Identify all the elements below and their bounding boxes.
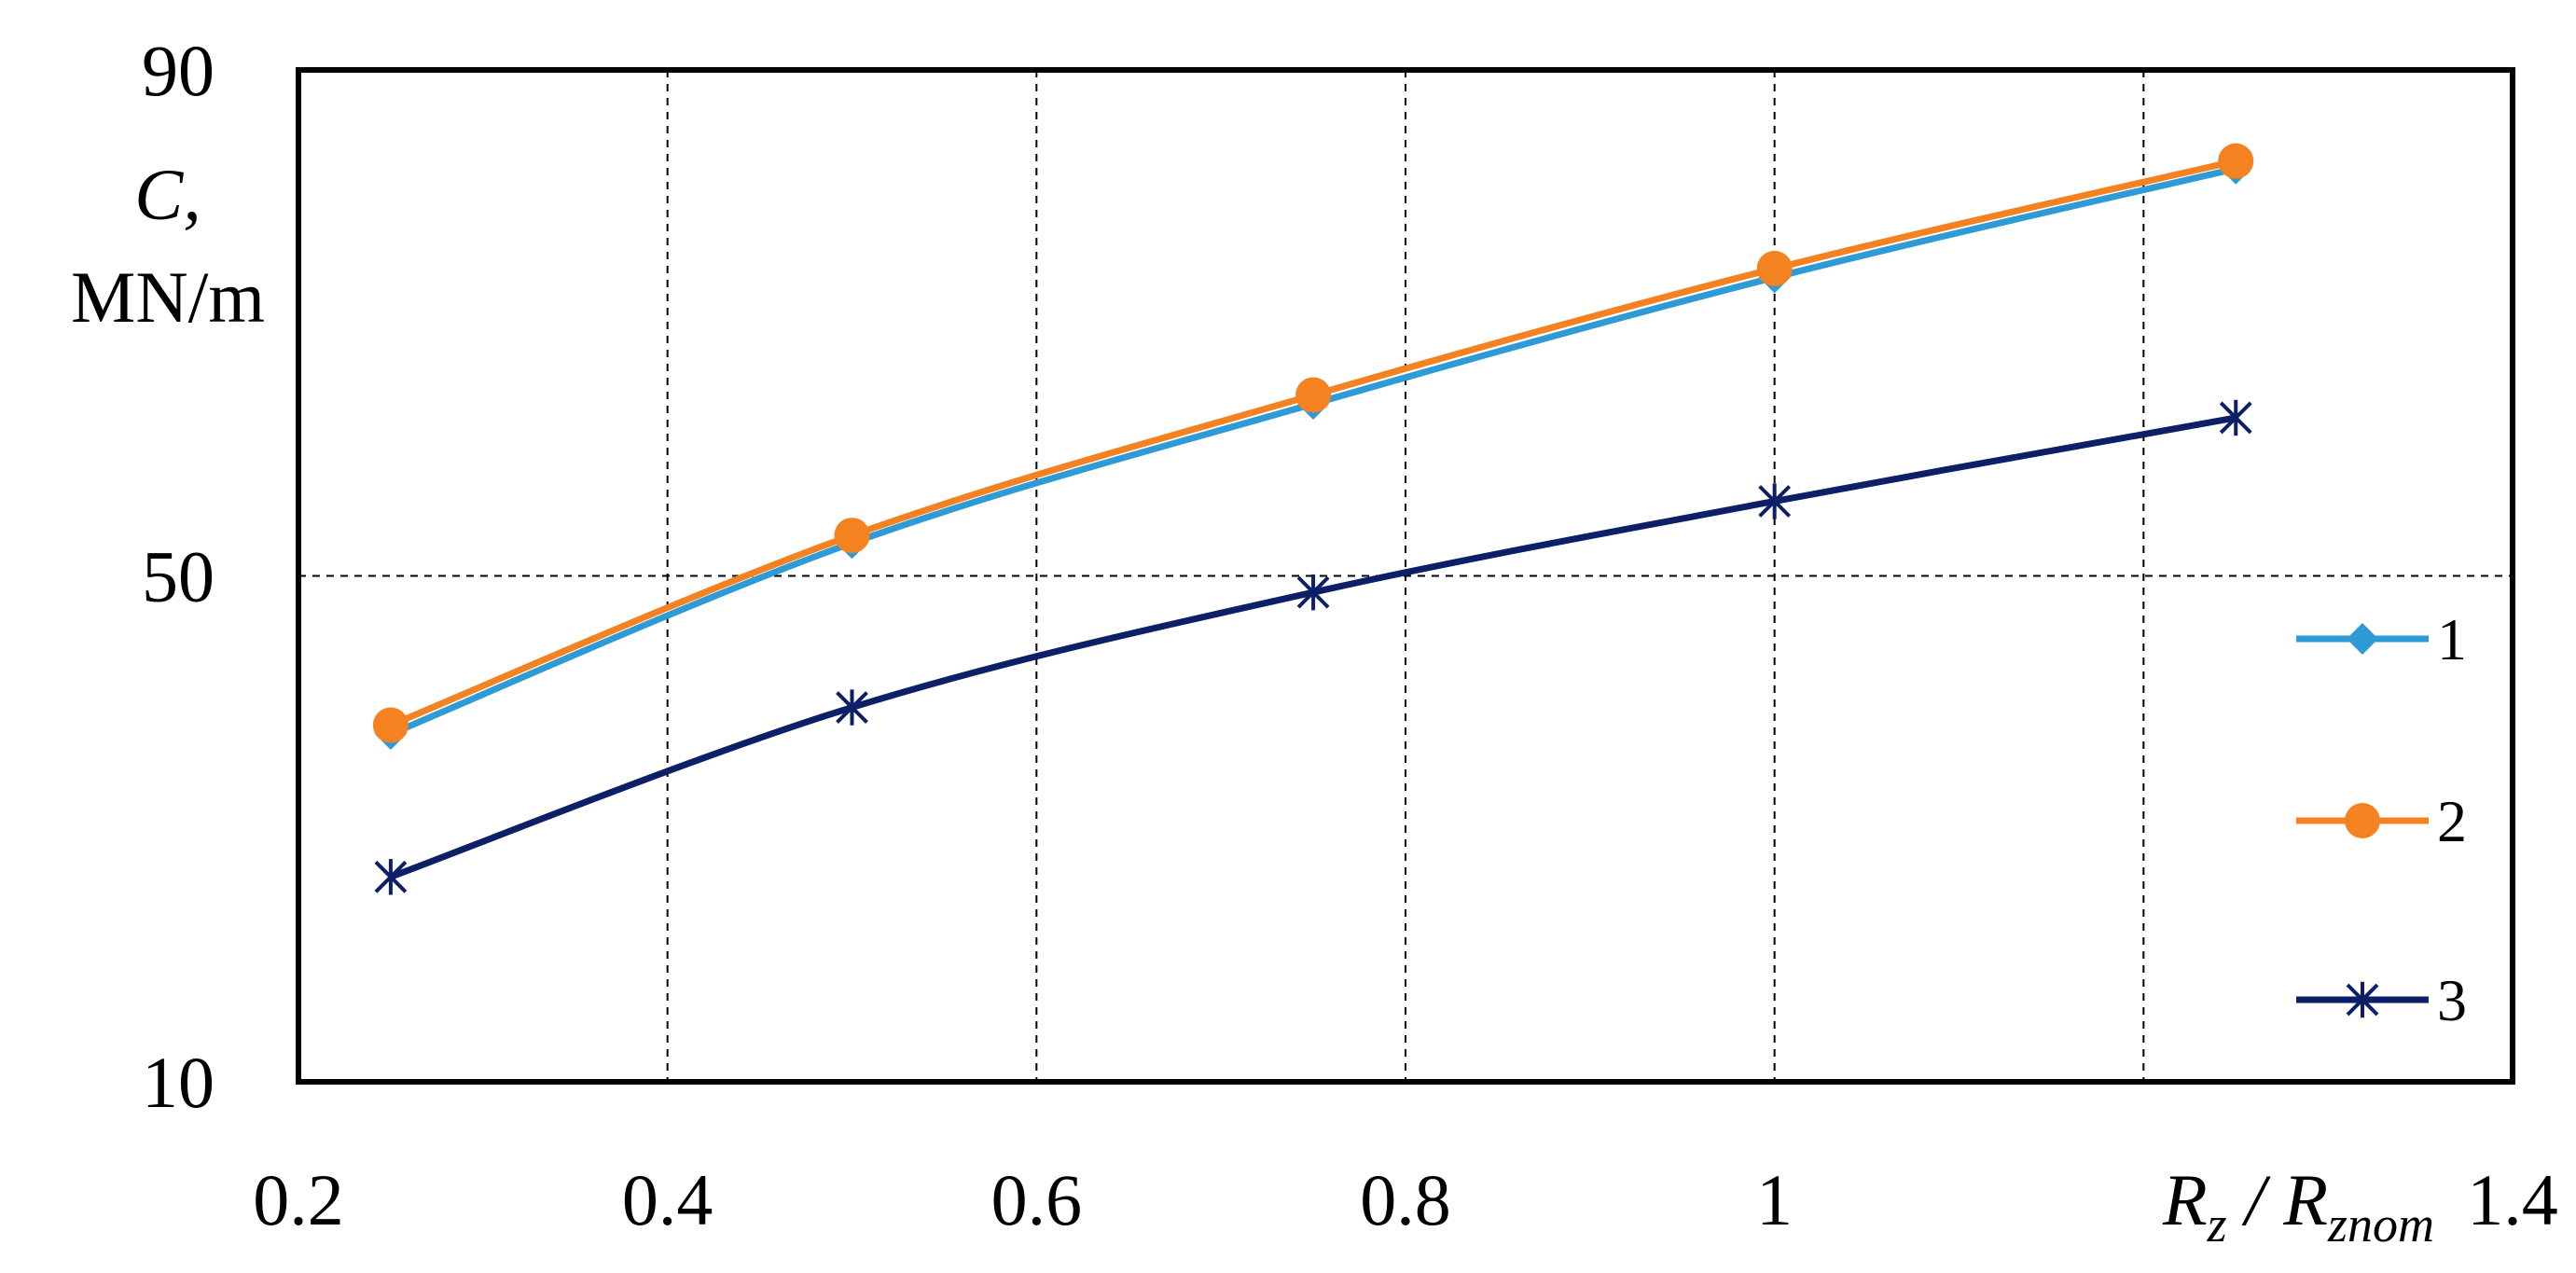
y-axis-title-line1: C, bbox=[134, 154, 201, 235]
series-2-point bbox=[1756, 250, 1793, 286]
x-tick-label: 0.2 bbox=[253, 1159, 344, 1240]
legend: 1 2 3 bbox=[2296, 606, 2467, 1033]
y-tick-label: 10 bbox=[142, 1042, 215, 1123]
series-3-point bbox=[1296, 574, 1330, 611]
legend-swatch-marker bbox=[2346, 981, 2379, 1018]
series-3-point bbox=[2219, 399, 2252, 436]
x-axis-title: Rz / Rznom bbox=[2162, 1159, 2434, 1252]
y-tick-label: 90 bbox=[142, 30, 215, 111]
series-1 bbox=[374, 152, 2252, 751]
x-tick-label: 0.6 bbox=[991, 1159, 1083, 1240]
grid-lines bbox=[298, 70, 2513, 1082]
legend-swatch-marker bbox=[2345, 803, 2380, 838]
series-2-line bbox=[389, 158, 2237, 728]
series-layer bbox=[372, 143, 2254, 895]
series-2-point bbox=[2218, 143, 2254, 179]
legend-label: 1 bbox=[2437, 606, 2467, 672]
x-tick-label: 0.4 bbox=[622, 1159, 713, 1240]
x-tick-label: 1 bbox=[1756, 1159, 1793, 1240]
x-axis-title-sep: / R bbox=[2227, 1159, 2328, 1240]
y-tick-labels: 10 50 90 bbox=[142, 30, 215, 1123]
series-3 bbox=[374, 399, 2252, 895]
series-2-point bbox=[834, 518, 870, 554]
legend-swatch-marker bbox=[2347, 623, 2378, 655]
legend-item-1: 1 bbox=[2296, 606, 2467, 672]
y-tick-label: 50 bbox=[142, 536, 215, 617]
series-3-point bbox=[836, 689, 868, 726]
y-axis-title-line2: MN/m bbox=[71, 256, 265, 338]
legend-item-2: 2 bbox=[2296, 788, 2467, 854]
x-axis-title-main: R bbox=[2162, 1159, 2208, 1240]
x-axis-title-sub1: z bbox=[2207, 1197, 2227, 1252]
plot-area-border bbox=[296, 67, 2515, 1085]
x-tick-labels: 0.2 0.4 0.6 0.8 1 1.4 bbox=[253, 1159, 2558, 1240]
series-2-point bbox=[372, 707, 409, 743]
series-2-point bbox=[1295, 377, 1332, 413]
legend-label: 2 bbox=[2437, 788, 2467, 854]
x-tick-label: 0.8 bbox=[1360, 1159, 1451, 1240]
legend-item-3: 3 bbox=[2296, 967, 2467, 1033]
series-3-point bbox=[1758, 483, 1792, 519]
x-axis-title-sub2: znom bbox=[2327, 1197, 2434, 1252]
series-3-point bbox=[374, 859, 408, 895]
series-2 bbox=[372, 143, 2254, 743]
x-tick-label: 1.4 bbox=[2467, 1159, 2558, 1240]
legend-label: 3 bbox=[2437, 967, 2467, 1033]
